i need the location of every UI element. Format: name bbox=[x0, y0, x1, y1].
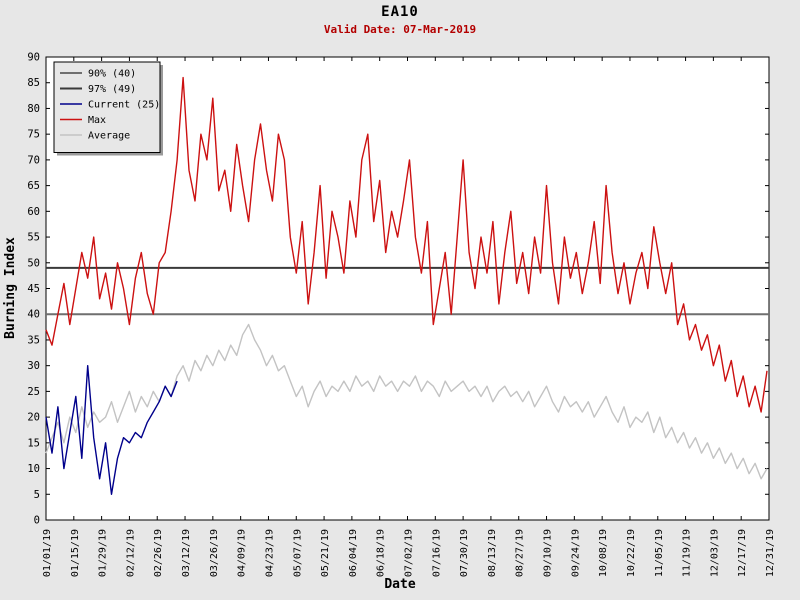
x-tick-label: 07/02/19 bbox=[404, 529, 415, 577]
x-tick-label: 05/07/19 bbox=[292, 529, 303, 577]
y-tick-label: 35 bbox=[27, 334, 40, 346]
x-tick-label: 02/12/19 bbox=[125, 529, 136, 577]
x-tick-label: 03/26/19 bbox=[209, 529, 220, 577]
x-tick-label: 06/04/19 bbox=[348, 529, 359, 577]
y-tick-label: 55 bbox=[27, 232, 40, 244]
x-tick-label: 04/09/19 bbox=[237, 529, 248, 577]
y-tick-label: 45 bbox=[27, 283, 40, 295]
y-tick-label: 80 bbox=[27, 103, 40, 115]
y-tick-label: 30 bbox=[27, 360, 40, 372]
x-tick-label: 12/17/19 bbox=[737, 529, 748, 577]
x-tick-label: 04/23/19 bbox=[264, 529, 275, 577]
x-tick-label: 07/16/19 bbox=[431, 529, 442, 577]
y-tick-label: 0 bbox=[34, 515, 40, 527]
x-tick-label: 09/10/19 bbox=[543, 529, 554, 577]
y-tick-label: 15 bbox=[27, 437, 40, 449]
y-tick-label: 70 bbox=[27, 154, 40, 166]
x-tick-label: 08/27/19 bbox=[515, 529, 526, 577]
x-tick-label: 06/18/19 bbox=[376, 529, 387, 577]
y-tick-label: 5 bbox=[34, 489, 40, 501]
x-tick-label: 01/01/19 bbox=[42, 529, 53, 577]
y-tick-label: 50 bbox=[27, 257, 40, 269]
x-tick-label: 07/30/19 bbox=[459, 529, 470, 577]
y-tick-label: 60 bbox=[27, 206, 40, 218]
legend-box bbox=[53, 61, 161, 153]
x-tick-label: 01/15/19 bbox=[70, 529, 81, 577]
y-tick-label: 75 bbox=[27, 129, 40, 141]
y-tick-label: 20 bbox=[27, 412, 40, 424]
y-tick-label: 40 bbox=[27, 309, 40, 321]
legend-label: 90% (40) bbox=[88, 69, 136, 80]
x-tick-label: 11/05/19 bbox=[654, 529, 665, 577]
legend-label: Max bbox=[88, 115, 106, 126]
chart-subtitle: Valid Date: 07-Mar-2019 bbox=[323, 23, 477, 36]
x-tick-label: 10/22/19 bbox=[626, 529, 637, 577]
x-tick-label: 01/29/19 bbox=[98, 529, 109, 577]
legend-label: Current (25) bbox=[88, 100, 160, 111]
y-tick-label: 85 bbox=[27, 77, 40, 89]
legend-label: 97% (49) bbox=[88, 84, 136, 95]
x-tick-label: 03/12/19 bbox=[181, 529, 192, 577]
legend-label: Average bbox=[88, 131, 130, 142]
y-tick-label: 65 bbox=[27, 180, 40, 192]
x-tick-label: 10/08/19 bbox=[598, 529, 609, 577]
x-tick-label: 09/24/19 bbox=[570, 529, 581, 577]
series-line-current-25- bbox=[45, 365, 178, 495]
chart-title: EA10 bbox=[381, 4, 419, 20]
x-tick-label: 12/03/19 bbox=[709, 529, 720, 577]
x-axis-label: Date bbox=[384, 577, 416, 592]
x-tick-label: 02/26/19 bbox=[153, 529, 164, 577]
y-tick-label: 90 bbox=[27, 52, 40, 64]
y-tick-label: 25 bbox=[27, 386, 40, 398]
series-line-max bbox=[45, 76, 768, 413]
x-tick-label: 05/21/19 bbox=[320, 529, 331, 577]
x-tick-label: 08/13/19 bbox=[487, 529, 498, 577]
x-tick-label: 12/31/19 bbox=[765, 529, 776, 577]
x-tick-label: 11/19/19 bbox=[682, 529, 693, 577]
y-tick-label: 10 bbox=[27, 463, 40, 475]
